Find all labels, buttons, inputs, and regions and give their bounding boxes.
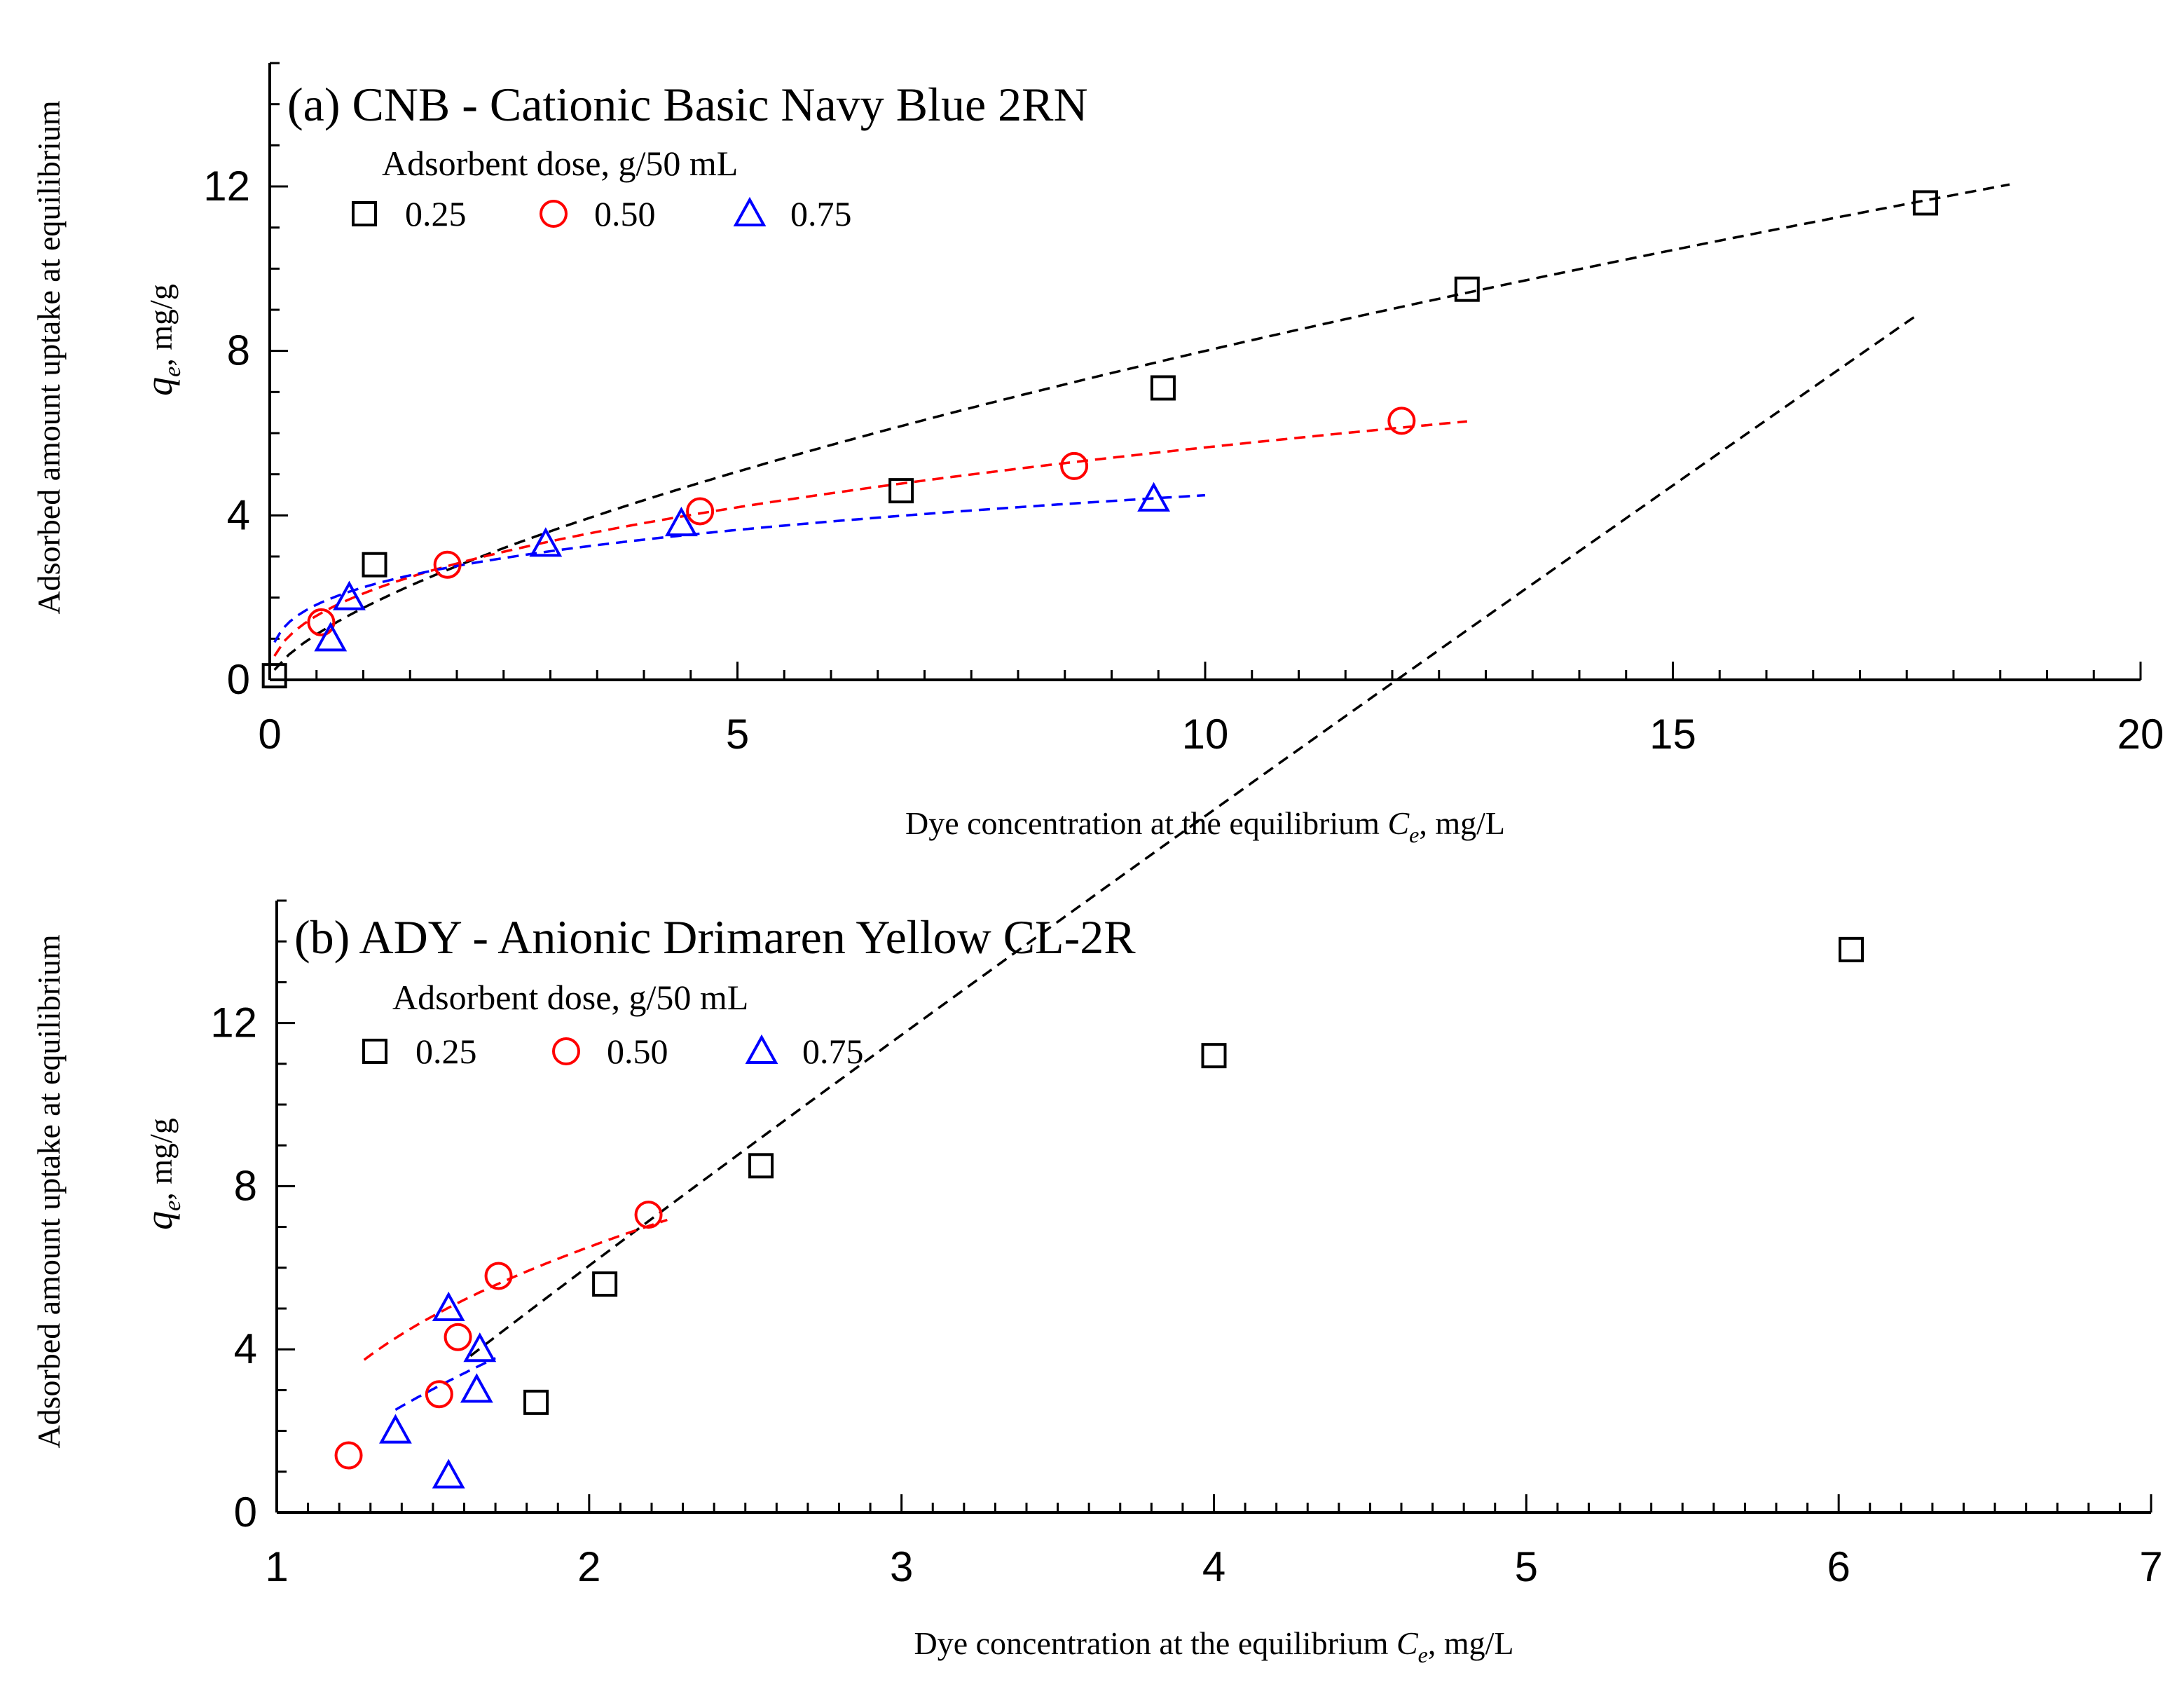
x-tick-label: 20 bbox=[2117, 711, 2164, 758]
data-point bbox=[1839, 936, 1864, 962]
data-point bbox=[261, 663, 287, 689]
data-point bbox=[379, 1414, 412, 1444]
data-point bbox=[314, 622, 348, 652]
legend-marker-triangle bbox=[745, 1034, 778, 1064]
legend-marker-circle bbox=[540, 200, 568, 228]
data-point bbox=[1150, 375, 1176, 401]
legend-label: 0.25 bbox=[405, 194, 467, 233]
data-point bbox=[888, 478, 914, 504]
data-point bbox=[748, 1153, 774, 1179]
data-point bbox=[1387, 407, 1416, 435]
x-tick-label: 10 bbox=[1182, 711, 1229, 758]
data-point bbox=[432, 1459, 465, 1489]
y-tick-label: 8 bbox=[227, 327, 250, 374]
data-point bbox=[1454, 276, 1480, 302]
y-tick-label: 12 bbox=[210, 999, 257, 1046]
legend-title: Adsorbent dose, g/50 mL bbox=[392, 978, 748, 1017]
data-point bbox=[686, 497, 715, 526]
data-point bbox=[523, 1389, 549, 1415]
legend-label: 0.75 bbox=[802, 1032, 864, 1071]
data-point bbox=[665, 506, 698, 537]
data-point bbox=[334, 1441, 363, 1470]
data-point bbox=[460, 1373, 493, 1403]
x-tick-label: 6 bbox=[1827, 1543, 1850, 1590]
data-point bbox=[1912, 190, 1938, 216]
chart-panel-a: 0 5 10 15 20 0 4 8 12 (a) CNB - Cationic Basic Na… bbox=[31, 62, 2164, 847]
legend-label: 0.50 bbox=[607, 1032, 668, 1071]
data-point bbox=[529, 527, 563, 557]
data-point bbox=[444, 1323, 472, 1351]
x-tick-label: 1 bbox=[265, 1543, 288, 1590]
x-tick-label: 5 bbox=[726, 711, 749, 758]
data-point bbox=[433, 550, 462, 579]
chart-title: (a) CNB - Cationic Basic Navy Blue 2RN bbox=[287, 78, 1088, 131]
data-point bbox=[362, 552, 387, 578]
data-point bbox=[1137, 481, 1170, 512]
x-tick-label: 15 bbox=[1649, 711, 1696, 758]
x-tick-label: 5 bbox=[1515, 1543, 1538, 1590]
data-point bbox=[1060, 451, 1089, 480]
y-tick-label: 12 bbox=[203, 163, 250, 210]
data-point bbox=[425, 1380, 453, 1409]
x-tick-label: 3 bbox=[890, 1543, 913, 1590]
x-axis-title: Dye concentration at the equilibrium Ce,… bbox=[905, 805, 1505, 847]
y-axis-title-inner: qe, mg/g bbox=[138, 284, 186, 396]
fit-curve-050 bbox=[273, 420, 1467, 657]
data-point bbox=[432, 1291, 465, 1321]
legend-label: 0.25 bbox=[415, 1032, 477, 1071]
legend-title: Adsorbent dose, g/50 mL bbox=[382, 144, 738, 183]
y-axis-title-inner: qe, mg/g bbox=[138, 1118, 186, 1230]
data-point bbox=[463, 1332, 497, 1362]
x-axis-title: Dye concentration at the equilibrium Ce,… bbox=[914, 1625, 1513, 1667]
legend-marker-square bbox=[352, 201, 377, 226]
legend-marker-circle bbox=[552, 1037, 580, 1065]
data-point bbox=[333, 580, 366, 610]
fit-curve-075 bbox=[273, 493, 1206, 643]
data-point bbox=[592, 1271, 618, 1297]
fit-curve-050 bbox=[363, 1218, 668, 1361]
y-tick-label: 4 bbox=[227, 491, 250, 538]
fit-curve-025 bbox=[273, 183, 2010, 671]
x-tick-label: 0 bbox=[258, 711, 281, 758]
y-tick-label: 8 bbox=[234, 1162, 257, 1209]
legend-marker-triangle bbox=[733, 196, 767, 226]
chart-title: (b) ADY - Anionic Drimaren Yellow CL-2R bbox=[294, 910, 1136, 964]
legend-label: 0.50 bbox=[594, 194, 656, 233]
fit-curve-025 bbox=[469, 314, 1918, 1358]
legend-marker-square bbox=[362, 1039, 387, 1064]
x-tick-label: 4 bbox=[1202, 1543, 1225, 1590]
y-tick-label: 0 bbox=[234, 1489, 257, 1536]
y-tick-label: 4 bbox=[234, 1325, 257, 1372]
data-point bbox=[307, 608, 336, 636]
x-tick-label: 7 bbox=[2139, 1543, 2162, 1590]
y-axis-title-outer: Adsorbed amount uptake at equilibrium bbox=[31, 934, 67, 1449]
legend-label: 0.75 bbox=[790, 194, 852, 233]
y-tick-label: 0 bbox=[227, 656, 250, 703]
data-point bbox=[634, 1201, 663, 1229]
data-point bbox=[1201, 1043, 1227, 1069]
x-tick-label: 2 bbox=[577, 1543, 600, 1590]
data-point bbox=[484, 1262, 513, 1290]
y-axis-title-outer: Adsorbed amount uptake at equilibrium bbox=[31, 100, 67, 615]
